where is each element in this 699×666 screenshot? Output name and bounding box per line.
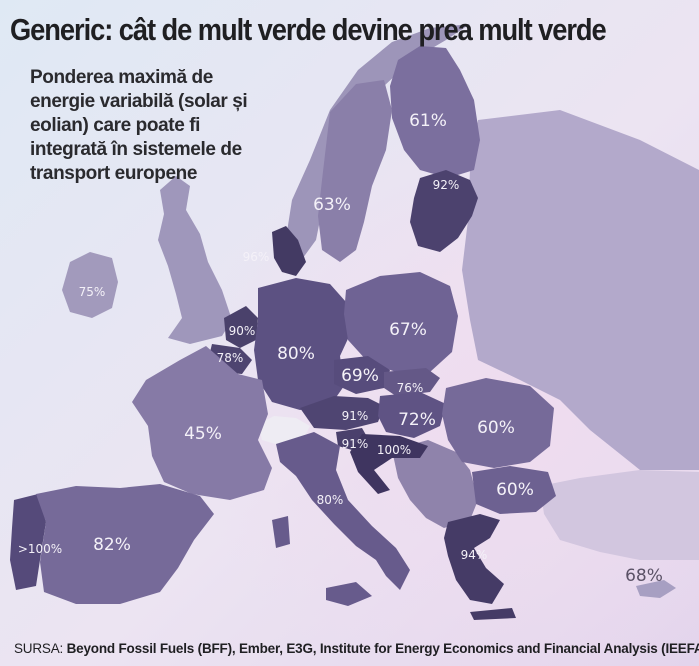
netherlands-shape — [224, 306, 258, 348]
russia-belarus-ukraine-shape — [462, 110, 699, 470]
label-france: 45% — [184, 424, 222, 444]
greece-shape — [444, 514, 516, 620]
source-prefix: SURSA: — [14, 641, 67, 656]
label-cyprus: 68% — [625, 566, 663, 586]
uk-shape — [158, 176, 232, 344]
source-text: Beyond Fossil Fuels (BFF), Ember, E3G, I… — [66, 641, 699, 656]
label-sweden: 63% — [313, 195, 351, 215]
norway-shape — [286, 24, 470, 262]
finland-shape — [390, 46, 480, 178]
label-bulgaria: 60% — [496, 480, 534, 500]
ireland-shape — [62, 252, 118, 318]
label-netherlands: 90% — [228, 324, 256, 338]
poland-shape — [344, 272, 458, 372]
czechia-shape — [334, 356, 390, 394]
label-poland: 67% — [389, 320, 427, 340]
label-czechia: 69% — [341, 366, 379, 386]
label-slovakia: 76% — [396, 381, 424, 395]
balkans-shape — [392, 440, 478, 528]
label-ireland: 75% — [78, 285, 106, 299]
label-romania: 60% — [477, 418, 515, 438]
page-subtitle: Ponderea maximă de energie variabilă (so… — [30, 67, 248, 184]
label-germany: 80% — [277, 344, 315, 364]
label-belgium: 78% — [216, 351, 244, 365]
page-title: Generic: cât de mult verde devine prea m… — [10, 12, 607, 47]
label-austria: 91% — [341, 409, 369, 423]
label-slovenia: 91% — [341, 437, 369, 451]
spain-shape — [36, 484, 214, 604]
portugal-shape — [10, 494, 46, 590]
denmark-shape — [272, 226, 306, 276]
baltics-shape — [410, 170, 478, 252]
source-note: SURSA: Beyond Fossil Fuels (BFF), Ember,… — [14, 641, 699, 656]
cyprus-shape — [636, 580, 676, 598]
bulgaria-shape — [472, 466, 556, 514]
hungary-shape — [378, 392, 446, 438]
croatia-shape — [350, 434, 428, 494]
label-greece: 94% — [460, 548, 488, 562]
label-portugal: >100% — [17, 542, 63, 556]
label-italy: 80% — [316, 493, 344, 507]
label-denmark: 96% — [242, 250, 270, 264]
austria-shape — [300, 396, 384, 430]
label-hungary: 72% — [398, 410, 436, 430]
italy-shape — [272, 432, 410, 606]
romania-shape — [442, 378, 554, 468]
label-spain: 82% — [93, 535, 131, 555]
germany-shape — [254, 278, 352, 410]
label-finland: 61% — [409, 111, 447, 131]
france-shape — [132, 346, 272, 500]
label-estonia-baltics: 92% — [432, 178, 460, 192]
slovakia-shape — [384, 368, 440, 396]
sweden-shape — [318, 80, 392, 262]
label-croatia: 100% — [376, 443, 412, 457]
turkey-shape — [540, 470, 699, 560]
